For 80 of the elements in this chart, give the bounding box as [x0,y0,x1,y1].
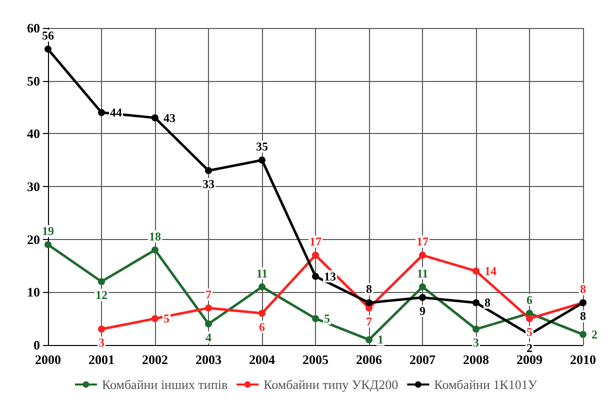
point [419,283,426,290]
y-tick-label: 20 [27,232,40,247]
data-label: 2 [592,327,598,342]
point [312,315,319,322]
x-tick-label: 2005 [302,352,329,367]
point [98,109,105,116]
point [312,252,319,259]
x-tick-label: 2006 [356,352,382,367]
point [205,320,212,328]
point [472,268,480,275]
data-label: 4 [206,330,212,344]
data-label: 33 [202,177,214,192]
data-label: 7 [366,314,372,329]
y-tick-label: 40 [27,126,40,142]
point [580,330,586,338]
point [98,326,105,333]
point [205,167,212,174]
point [472,299,480,306]
x-tick-label: 2000 [35,352,61,367]
x-tick-label: 2010 [570,352,596,367]
data-label: 8 [366,282,372,296]
point [258,310,266,317]
x-tick-label: 2004 [249,352,276,367]
data-label: 8 [580,282,586,296]
point [419,252,426,259]
data-label: 44 [110,106,122,120]
data-label: 7 [206,288,212,302]
legend-label: Комбайни інших типів [102,377,228,392]
data-label: 19 [42,224,54,238]
data-label: 9 [420,304,426,318]
data-label: 3 [473,336,479,350]
data-label: 35 [256,140,268,154]
point [152,315,158,322]
data-label: 13 [324,269,336,284]
x-tick-label: 2009 [516,352,543,367]
data-label: 18 [149,229,161,244]
data-label: 2 [526,340,532,355]
point [366,336,372,344]
legend-label: Комбайни типу УКД200 [264,377,398,392]
data-label: 12 [96,288,108,302]
point [98,278,105,286]
point [312,272,319,280]
y-tick-label: 0 [34,338,40,352]
point [44,46,52,53]
data-label: 43 [164,110,176,125]
point [526,315,533,322]
point [472,326,480,333]
x-tick-label: 2008 [463,352,490,367]
y-tick-label: 10 [27,284,40,300]
data-label: 6 [259,320,265,334]
data-label: 17 [416,234,428,249]
x-tick-label: 2002 [142,352,168,367]
point [258,283,266,290]
data-label: 17 [310,234,322,249]
data-label: 14 [484,264,496,278]
data-label: 11 [416,266,428,280]
data-label: 8 [484,296,490,310]
data-label: 8 [580,309,586,324]
y-tick-label: 60 [27,20,40,36]
point [152,246,158,254]
data-label: 6 [526,292,532,307]
data-label: 5 [164,312,170,326]
point [205,304,212,312]
x-tick-label: 2007 [410,352,436,367]
point [44,241,52,248]
point [366,299,372,306]
point [419,294,426,301]
point [152,114,158,122]
x-tick-label: 2001 [88,352,114,367]
legend-label: Комбайни 1К101У [434,377,538,392]
data-label: 11 [256,266,268,280]
data-label: 1 [378,332,384,347]
x-tick-label: 2003 [196,352,222,367]
y-tick-label: 30 [27,179,40,194]
data-label: 3 [98,336,104,350]
data-label: 56 [42,28,54,43]
y-tick-label: 50 [27,73,40,88]
point [258,156,266,164]
data-label: 5 [324,312,330,326]
data-label: 5 [526,325,532,340]
